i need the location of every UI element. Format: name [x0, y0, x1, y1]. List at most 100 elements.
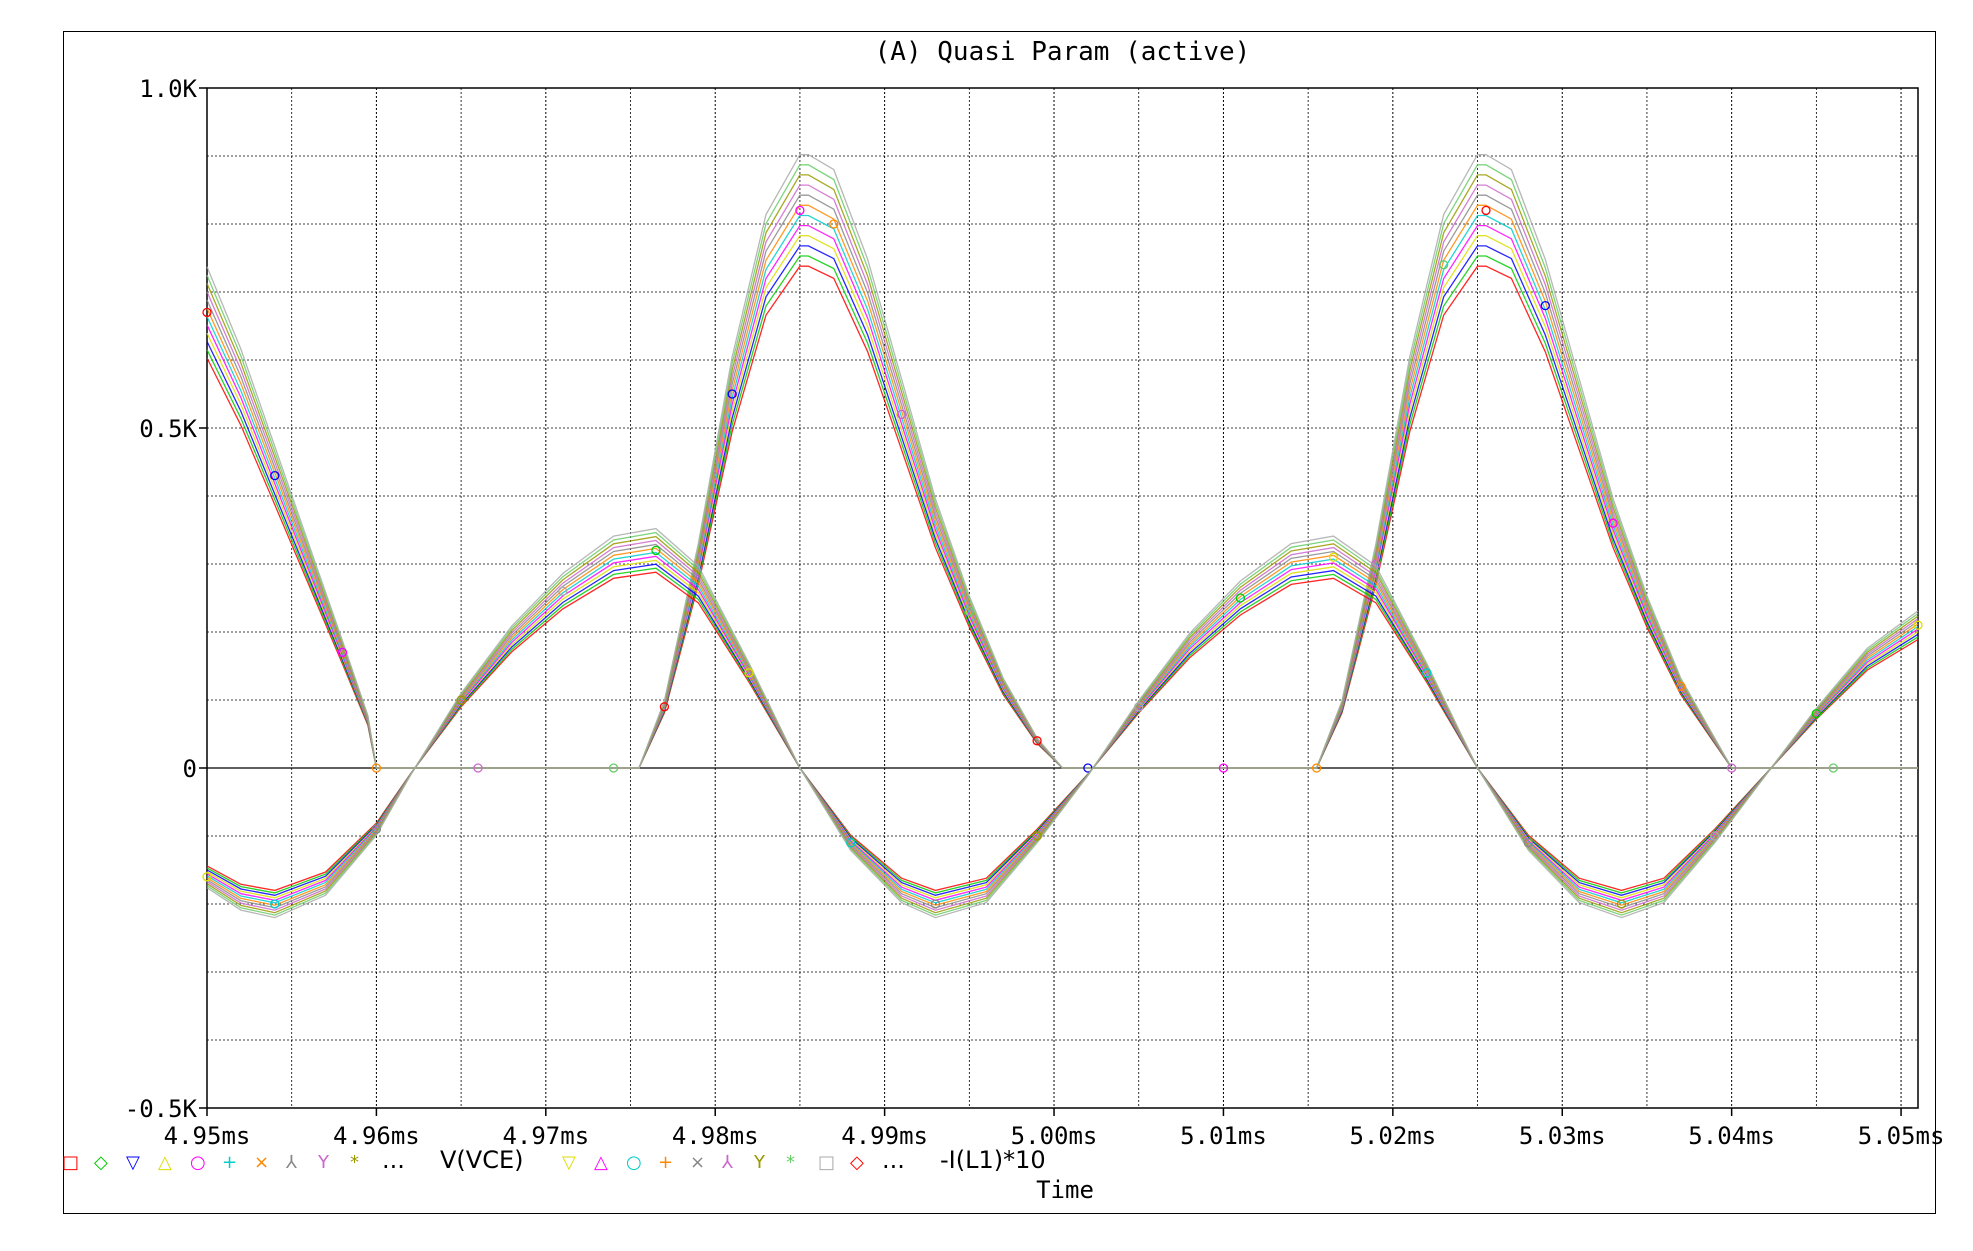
legend-ellipsis: ...	[382, 1146, 405, 1174]
legend-label-il: -I(L1)*10	[940, 1146, 1046, 1174]
data-point-marker	[608, 763, 619, 773]
data-point-marker	[1523, 838, 1534, 848]
legend-marker: ◇	[850, 1152, 864, 1173]
data-point-marker	[1371, 559, 1381, 569]
x-tick-label: 4.99ms	[841, 1122, 928, 1150]
data-point-marker	[371, 763, 382, 773]
legend-marker: +	[658, 1152, 673, 1173]
data-point-marker	[896, 409, 907, 420]
data-point-marker	[1727, 763, 1737, 773]
data-point-marker	[1439, 260, 1449, 270]
series-line	[206, 174, 1918, 769]
data-point-marker	[1134, 702, 1144, 712]
chart-title: (A) Quasi Param (active)	[875, 37, 1251, 67]
data-point-marker	[727, 389, 737, 399]
x-tick-label: 5.05ms	[1858, 1122, 1945, 1150]
axes: 4.95ms 4.96ms 4.97ms 4.98ms 4.99ms 5.00ms 5.01…	[125, 75, 1945, 1150]
data-point-marker	[1218, 763, 1229, 773]
series-line	[206, 551, 1919, 904]
legend-marker: △	[158, 1152, 172, 1173]
data-point-marker	[829, 219, 839, 229]
legend-marker: ×	[254, 1152, 269, 1173]
series-line	[206, 164, 1918, 769]
data-point-marker	[1540, 300, 1550, 311]
legend-label-vce: V(VCE)	[440, 1146, 523, 1174]
series-line	[206, 535, 1919, 914]
legend-marker: ○	[626, 1152, 642, 1173]
series-line	[206, 235, 1918, 769]
series-line	[206, 184, 1918, 769]
data-point-marker	[1616, 899, 1627, 909]
series-line	[206, 563, 1919, 896]
x-tick-label: 5.04ms	[1688, 1122, 1775, 1150]
series-line	[206, 527, 1919, 919]
data-point-marker	[795, 205, 805, 216]
legend-marker: ⅄	[286, 1152, 298, 1173]
legend-marker: Y	[317, 1152, 330, 1173]
plot-frame	[63, 31, 1936, 1214]
data-point-marker	[1235, 593, 1246, 603]
legend-marker: ⅄	[722, 1152, 734, 1173]
grid	[206, 88, 1918, 1109]
series-line	[206, 571, 1919, 892]
x-tick-label: 5.03ms	[1519, 1122, 1606, 1150]
data-point-marker	[1032, 831, 1042, 841]
series-line	[206, 531, 1919, 916]
x-tick-label: 5.01ms	[1180, 1122, 1267, 1150]
series-line	[206, 204, 1918, 769]
x-axis-label: Time	[1036, 1176, 1094, 1204]
y-tick-label: -0.5K	[125, 1095, 198, 1123]
y-tick-label: 0	[183, 755, 197, 783]
data-point-marker	[1913, 620, 1923, 630]
data-point-marker	[1676, 681, 1686, 692]
series-line	[206, 214, 1918, 769]
data-point-marker	[1608, 518, 1618, 528]
data-point-marker	[1828, 763, 1838, 773]
legend-marker: ×	[690, 1152, 705, 1173]
data-point-marker	[651, 545, 661, 556]
data-point-marker	[1422, 668, 1432, 678]
series-line	[206, 153, 1918, 769]
data-point-marker	[964, 606, 974, 617]
legend-marker: □	[62, 1152, 79, 1173]
data-point-marker	[1311, 763, 1322, 773]
data-point-marker	[930, 899, 941, 909]
legend-marker: □	[818, 1152, 835, 1173]
data-point-marker	[1710, 831, 1720, 841]
series-line	[206, 547, 1919, 906]
data-point-marker	[659, 702, 670, 712]
data-point-marker	[473, 763, 483, 773]
x-tick-label: 5.00ms	[1011, 1122, 1098, 1150]
x-tick-label: 4.95ms	[164, 1122, 251, 1150]
legend-marker: ▽	[126, 1152, 140, 1173]
legend: □ ◇ ▽ △ ○ + × ⅄ Y *... V(VCE) ▽ △ ○ + × ⅄ Y * □ ◇... -I(L1)*1…	[62, 1146, 1046, 1174]
data-point-marker	[1083, 763, 1093, 773]
y-tick-label: 0.5K	[139, 415, 197, 443]
series-0	[202, 153, 1918, 773]
data-point-marker	[1481, 205, 1491, 216]
legend-marker: ▽	[562, 1152, 576, 1173]
series-line	[206, 539, 1919, 911]
data-point-marker	[846, 838, 856, 848]
data-point-marker	[1811, 708, 1822, 719]
y-tick-label: 1.0K	[139, 75, 197, 103]
series-line	[206, 567, 1919, 894]
x-tick-label: 4.97ms	[502, 1122, 589, 1150]
legend-marker: +	[222, 1152, 237, 1173]
series-line	[206, 224, 1918, 769]
data-point-marker	[202, 307, 212, 318]
data-point-marker	[1328, 552, 1339, 562]
x-tick-label: 4.96ms	[333, 1122, 420, 1150]
series-layer	[202, 153, 1923, 919]
data-point-marker	[1032, 736, 1042, 746]
x-tick-label: 5.02ms	[1349, 1122, 1436, 1150]
series-line	[206, 555, 1919, 901]
legend-marker: Y	[753, 1152, 766, 1173]
data-point-marker	[558, 586, 568, 596]
legend-marker: △	[594, 1152, 608, 1173]
x-tick-label: 4.98ms	[672, 1122, 759, 1150]
data-point-marker	[371, 824, 382, 834]
series-line	[206, 543, 1919, 909]
legend-marker: *	[786, 1152, 795, 1173]
